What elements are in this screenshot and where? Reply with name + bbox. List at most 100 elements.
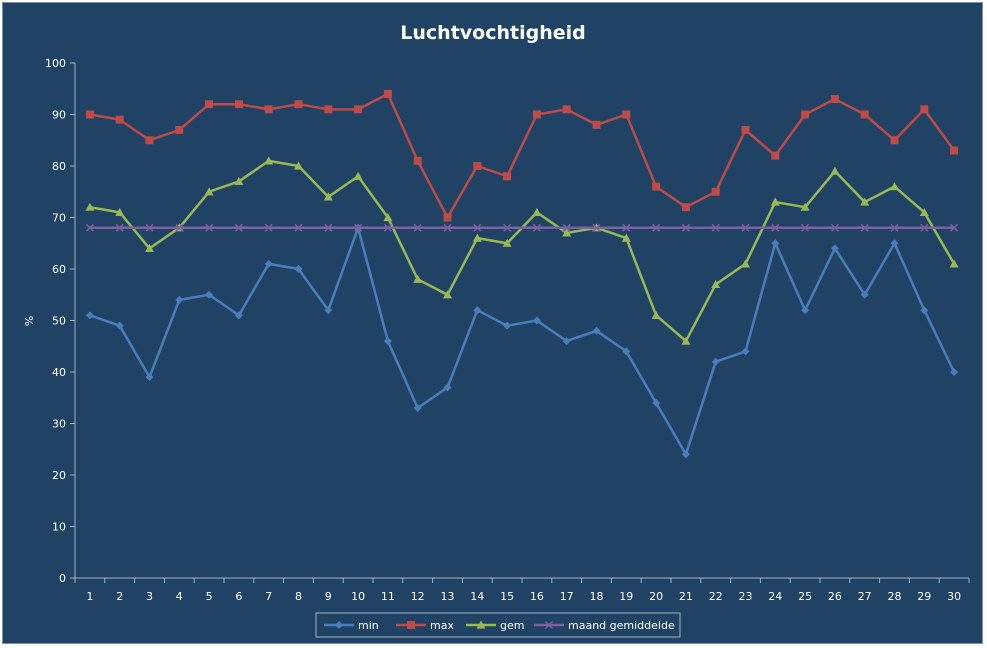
x-tick-label: 8 (295, 590, 302, 603)
data-point (175, 125, 184, 134)
data-point (413, 274, 423, 283)
data-point (476, 620, 486, 629)
data-point (890, 182, 899, 191)
y-tick-label: 50 (52, 315, 66, 328)
x-tick-label: 5 (206, 590, 213, 603)
x-tick-label: 24 (768, 590, 782, 603)
data-point (949, 259, 959, 268)
data-point (503, 172, 512, 181)
data-point (801, 306, 810, 315)
data-point (562, 337, 571, 346)
data-point (473, 306, 482, 315)
data-point (294, 100, 303, 109)
data-point (860, 197, 870, 206)
data-point (85, 311, 94, 320)
data-point (204, 187, 214, 196)
data-point (413, 404, 422, 413)
line-chart: Luchtvochtigheid % 0 10 20 30 40 50 60 70 80 90 10… (23, 22, 970, 638)
data-point (234, 311, 243, 320)
series-max (85, 89, 959, 222)
x-tick-label: 6 (235, 590, 242, 603)
x-tick-label: 19 (619, 590, 633, 603)
x-tick-label: 18 (590, 590, 604, 603)
legend-box (315, 612, 681, 638)
data-point (354, 223, 363, 232)
data-point (950, 368, 959, 376)
data-point (919, 207, 929, 216)
data-point (652, 398, 661, 407)
data-point (890, 136, 899, 145)
data-point (115, 115, 124, 124)
data-point (830, 95, 839, 104)
data-point (920, 223, 929, 232)
data-point (622, 347, 631, 356)
data-point (741, 223, 750, 232)
data-point (890, 239, 899, 248)
data-point (681, 450, 690, 459)
data-point (264, 259, 273, 268)
data-point (830, 166, 840, 175)
x-tick-label: 20 (649, 590, 663, 603)
data-point (741, 259, 750, 268)
series-maand-gemiddelde (85, 223, 959, 232)
data-point (801, 110, 810, 119)
data-point (711, 357, 720, 366)
data-point (264, 223, 273, 232)
data-point (175, 295, 184, 304)
data-point (294, 161, 303, 170)
data-point (711, 187, 720, 196)
data-point (711, 223, 720, 232)
data-point (472, 233, 482, 242)
data-point (860, 290, 869, 299)
x-tick-label: 10 (351, 590, 365, 603)
data-point (145, 373, 154, 382)
y-tick-label: 60 (52, 263, 66, 276)
data-point (413, 223, 422, 232)
data-point (920, 306, 929, 315)
data-point (562, 105, 571, 114)
x-tick-label: 9 (325, 590, 332, 603)
data-point (407, 621, 415, 629)
data-point (383, 223, 392, 232)
x-tick-label: 2 (116, 590, 123, 603)
data-point (473, 223, 482, 232)
data-point (800, 202, 810, 211)
data-point (354, 105, 363, 114)
legend-label: gem (500, 619, 524, 632)
data-point (860, 110, 869, 119)
data-point (115, 223, 124, 232)
data-point (503, 223, 512, 232)
x-tick-label: 25 (798, 590, 812, 603)
data-point (115, 207, 125, 216)
y-tick-label: 100 (45, 57, 66, 70)
x-tick-label: 30 (947, 590, 961, 603)
data-point (323, 192, 333, 201)
data-point (205, 223, 214, 232)
data-point (145, 136, 154, 145)
data-point (950, 223, 959, 232)
legend-item: min (324, 619, 379, 632)
x-tick-label: 14 (470, 590, 484, 603)
data-point (85, 223, 94, 232)
legend: min max gem maand gemiddelde (315, 612, 681, 638)
data-point (622, 223, 631, 232)
x-tick-label: 4 (176, 590, 183, 603)
legend-label: max (430, 619, 454, 632)
data-point (383, 89, 392, 98)
data-point (771, 223, 780, 232)
y-tick-label: 20 (52, 469, 66, 482)
legend-item: max (396, 619, 454, 632)
y-tick-label: 40 (52, 366, 66, 379)
chart-title: Luchtvochtigheid (400, 22, 585, 44)
data-point (592, 223, 601, 232)
data-point (175, 223, 184, 232)
data-point (681, 336, 691, 345)
series-gem (85, 156, 959, 345)
data-point (473, 162, 482, 170)
data-point (592, 120, 601, 129)
x-tick-label: 17 (560, 590, 574, 603)
data-point (353, 171, 363, 180)
data-point (294, 223, 303, 232)
data-point (413, 156, 422, 165)
